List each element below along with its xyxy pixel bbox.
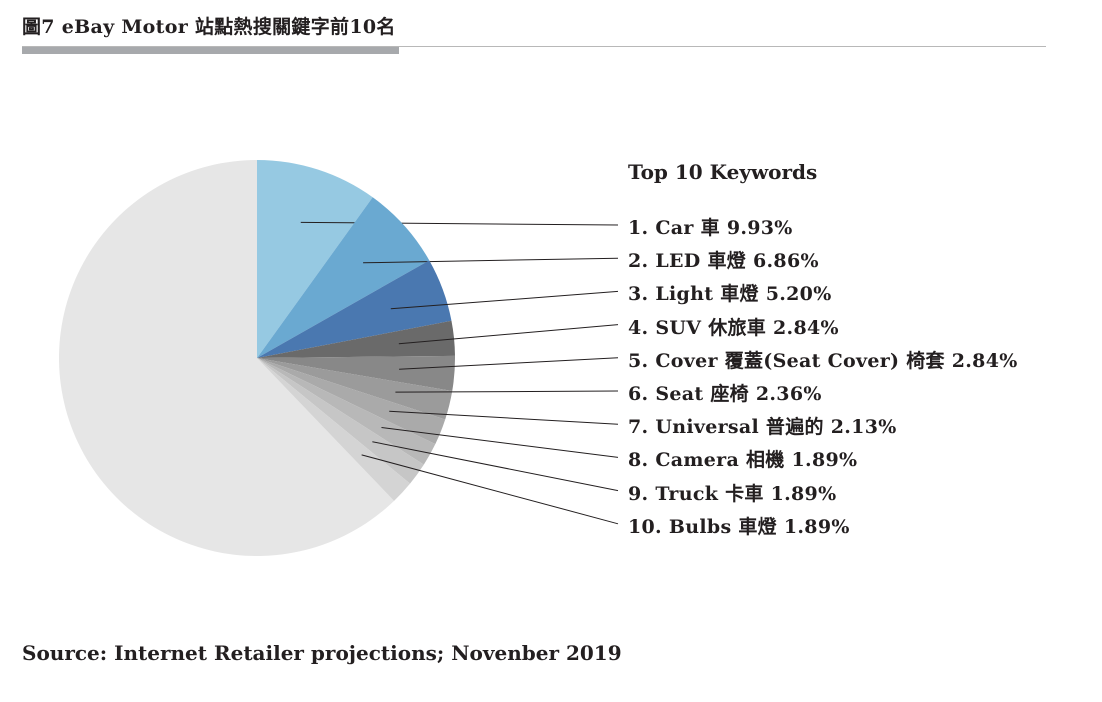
legend-item-10: 10. Bulbs 車燈 1.89% [628,515,850,538]
source-note: Source: Internet Retailer projections; N… [22,641,622,665]
leader-line-9 [372,441,619,492]
legend-item-2: 2. LED 車燈 6.86% [628,250,819,273]
title-accent-bar [22,47,399,54]
leader-line-7 [389,410,619,425]
pie-slice-2 [257,197,430,358]
legend-item-6: 6. Seat 座椅 2.36% [628,383,822,405]
legend-item-5: 5. Cover 覆蓋(Seat Cover) 椅套 2.84% [628,349,1018,372]
pie-slice-4 [257,320,455,358]
pie-slice-1 [257,160,373,358]
leader-line-8 [381,427,619,458]
leader-line-5 [399,357,619,370]
leader-line-3 [390,290,619,310]
pie-slice-7 [257,358,446,445]
legend-item-9: 9. Truck 卡車 1.89% [628,482,837,505]
leader-line-6 [395,390,619,393]
leader-line-4 [398,324,619,345]
pie-slice-6 [257,358,453,420]
figure-title: 圖7 eBay Motor 站點熱搜關鍵字前10名 [22,16,396,38]
leader-line-1 [300,221,619,226]
pie-slice-remainder [58,160,395,556]
legend-item-1: 1. Car 車 9.93% [628,217,793,239]
pie-slice-10 [257,358,411,501]
title-divider [22,46,1046,47]
legend-item-7: 7. Universal 普遍的 2.13% [628,416,897,439]
legend-item-8: 8. Camera 相機 1.89% [628,449,858,472]
pie-slice-9 [257,358,424,484]
pie-slice-8 [257,358,436,465]
legend-item-3: 3. Light 車燈 5.20% [628,283,832,306]
leader-line-10 [361,454,619,525]
pie-slice-3 [257,260,452,358]
legend-title: Top 10 Keywords [628,160,818,184]
legend-item-4: 4. SUV 休旅車 2.84% [628,316,839,339]
leader-line-2 [363,257,619,264]
pie-slice-5 [257,355,456,392]
